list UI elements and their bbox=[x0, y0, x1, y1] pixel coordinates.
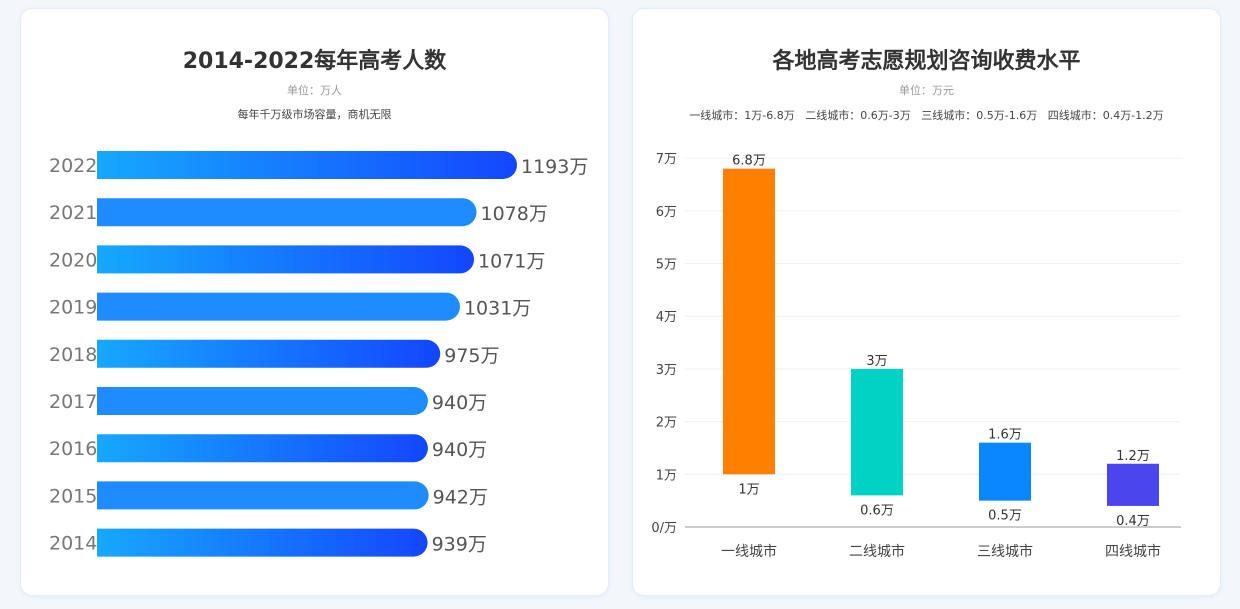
bar bbox=[97, 481, 429, 510]
chart-title: 各地高考志愿规划咨询收费水平 bbox=[772, 49, 1081, 74]
chart-title: 2014-2022每年高考人数 bbox=[182, 49, 447, 74]
bar bbox=[97, 339, 441, 368]
y-tick-label: 5万 bbox=[656, 258, 677, 273]
x-tick-label: 三线城市 bbox=[977, 543, 1033, 560]
x-tick-label: 一线城市 bbox=[721, 543, 777, 560]
horizontal-bar-chart: 2022 1193万 2021 1078万 2020 1071万 2019 1031万 2018… bbox=[49, 151, 588, 557]
value-label: 975万 bbox=[444, 345, 499, 367]
bar bbox=[1107, 463, 1159, 506]
category-label: 2017 bbox=[49, 391, 97, 413]
y-tick-label: 0/万 bbox=[651, 521, 677, 536]
bar bbox=[97, 528, 428, 557]
category-label: 2014 bbox=[49, 533, 97, 555]
low-value-label: 0.4万 bbox=[1116, 514, 1150, 529]
chart-subtitle: 每年千万级市场容量，商机无限 bbox=[237, 108, 392, 121]
category-label: 2015 bbox=[49, 485, 97, 507]
value-label: 940万 bbox=[432, 439, 487, 461]
bar bbox=[97, 387, 428, 415]
x-tick-label: 二线城市 bbox=[849, 543, 905, 560]
value-label: 1193万 bbox=[521, 156, 588, 178]
bar bbox=[97, 292, 460, 321]
category-label: 2019 bbox=[49, 297, 97, 319]
y-tick-label: 2万 bbox=[656, 416, 677, 431]
value-label: 940万 bbox=[432, 392, 487, 414]
category-label: 2020 bbox=[49, 249, 97, 271]
bar bbox=[979, 442, 1031, 501]
low-value-label: 0.6万 bbox=[860, 503, 894, 518]
x-tick-label: 四线城市 bbox=[1105, 543, 1161, 560]
bar bbox=[723, 168, 775, 475]
high-value-label: 1.2万 bbox=[1116, 449, 1150, 464]
category-label: 2021 bbox=[49, 202, 97, 224]
category-label: 2018 bbox=[49, 344, 97, 366]
value-label: 939万 bbox=[432, 534, 487, 556]
high-value-label: 6.8万 bbox=[732, 154, 766, 169]
low-value-label: 1万 bbox=[738, 482, 759, 497]
category-label: 2022 bbox=[49, 155, 97, 177]
y-tick-label: 6万 bbox=[656, 205, 677, 220]
bar bbox=[97, 245, 475, 274]
value-label: 1031万 bbox=[464, 298, 531, 320]
exam-count-card: 2014-2022每年高考人数 单位：万人 每年千万级市场容量，商机无限 202… bbox=[20, 8, 609, 596]
value-label: 1078万 bbox=[481, 203, 548, 225]
chart-unit: 单位：万元 bbox=[899, 84, 954, 97]
bar bbox=[97, 434, 428, 463]
bar bbox=[851, 368, 903, 496]
chart-unit: 单位：万人 bbox=[287, 84, 342, 97]
subtitle-item: 四线城市：0.4万-1.2万 bbox=[1047, 109, 1164, 122]
high-value-label: 3万 bbox=[866, 354, 887, 369]
bar bbox=[97, 198, 477, 227]
category-label: 2016 bbox=[49, 438, 97, 460]
bar bbox=[97, 151, 517, 179]
y-tick-label: 1万 bbox=[656, 468, 677, 483]
y-tick-label: 7万 bbox=[656, 152, 677, 167]
y-tick-label: 3万 bbox=[656, 363, 677, 378]
value-label: 942万 bbox=[433, 486, 488, 508]
subtitle-item: 二线城市：0.6万-3万 bbox=[805, 109, 911, 122]
low-value-label: 0.5万 bbox=[988, 509, 1022, 524]
value-label: 1071万 bbox=[478, 250, 545, 272]
y-tick-label: 4万 bbox=[656, 310, 677, 325]
high-value-label: 1.6万 bbox=[988, 428, 1022, 443]
fee-card: 各地高考志愿规划咨询收费水平 单位：万元 一线城市：1万-6.8万 二线城市：0… bbox=[632, 8, 1221, 596]
chart-subtitle: 一线城市：1万-6.8万 二线城市：0.6万-3万 三线城市：0.5万-1.6万… bbox=[633, 107, 1220, 123]
subtitle-item: 三线城市：0.5万-1.6万 bbox=[921, 109, 1038, 122]
subtitle-item: 一线城市：1万-6.8万 bbox=[689, 109, 795, 122]
